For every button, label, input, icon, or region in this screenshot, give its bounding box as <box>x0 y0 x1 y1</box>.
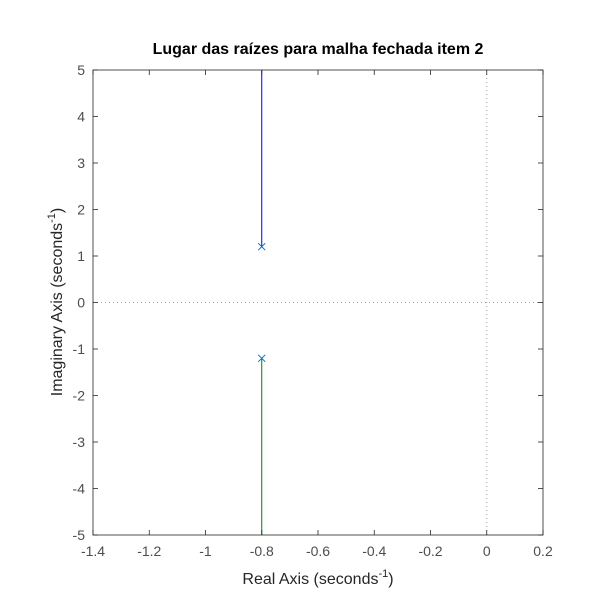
x-axis-label-close: ) <box>388 571 393 588</box>
y-axis-label: Imaginary Axis (seconds-1) <box>46 208 66 397</box>
x-tick-label: -0.4 <box>362 543 386 559</box>
x-axis-label-text: Real Axis (seconds <box>242 571 378 588</box>
y-axis-label-text: Imaginary Axis (seconds <box>49 223 66 396</box>
y-tick-label: -2 <box>73 388 86 404</box>
x-tick-label: 0 <box>483 543 491 559</box>
x-axis-label-exponent: -1 <box>378 568 388 580</box>
reference-lines <box>93 70 543 535</box>
x-tick-label: 0.2 <box>533 543 553 559</box>
pole-markers <box>257 242 266 363</box>
y-tick-label: -1 <box>73 341 86 357</box>
y-axis-label-exponent: -1 <box>46 213 58 223</box>
x-tick-label: -0.2 <box>418 543 442 559</box>
y-tick-label: -5 <box>73 527 86 543</box>
x-tick-label: -1.4 <box>81 543 105 559</box>
y-tick-label: -4 <box>73 481 86 497</box>
x-tick-label: -0.8 <box>250 543 274 559</box>
pole-marker-stroke <box>257 354 266 363</box>
axis-ticks <box>92 69 544 536</box>
y-tick-label: -3 <box>73 434 86 450</box>
y-tick-label: 3 <box>77 155 85 171</box>
chart-title: Lugar das raízes para malha fechada item… <box>153 41 484 58</box>
y-tick-labels: -5 -4 -3 -2 -1 0 1 2 3 4 5 <box>73 62 86 543</box>
x-tick-label: -0.6 <box>306 543 330 559</box>
y-tick-label: 2 <box>77 202 85 218</box>
y-tick-label: 4 <box>77 109 85 125</box>
y-tick-label: 1 <box>77 248 85 264</box>
x-tick-labels: -1.4 -1.2 -1 -0.8 -0.6 -0.4 -0.2 0 0.2 <box>81 543 553 559</box>
pole-marker-1 <box>257 242 266 251</box>
x-tick-label: -1 <box>199 543 212 559</box>
pole-marker-2 <box>257 354 266 363</box>
x-tick-label: -1.2 <box>137 543 161 559</box>
x-axis-label: Real Axis (seconds-1) <box>242 568 393 588</box>
pole-marker-stroke <box>257 242 266 251</box>
y-tick-label: 5 <box>77 62 85 78</box>
y-tick-label: 0 <box>77 295 85 311</box>
y-axis-label-close: ) <box>49 208 66 213</box>
y-axis-label-group: Imaginary Axis (seconds-1) <box>46 208 66 397</box>
